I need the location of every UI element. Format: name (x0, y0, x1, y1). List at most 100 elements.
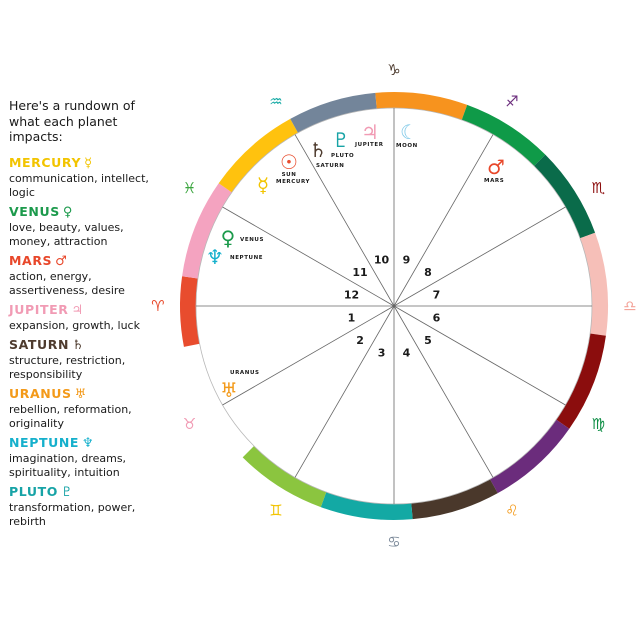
planet-name-text: VENUS (9, 203, 60, 219)
planet-name-text: SATURN (9, 336, 70, 352)
virgo-icon: ♍ (592, 415, 605, 433)
house-divider-line (294, 134, 395, 307)
legend-planet-mars: MARS ♂ action, energy, assertiveness, desi… (9, 253, 159, 298)
legend-planet-neptune: NEPTUNE ♆ imagination, dreams, spiritualit… (9, 435, 159, 480)
legend-planet-jupiter: JUPITER ♃ expansion, growth, luck (9, 302, 159, 333)
planet-placements: ☉SUN☿ MERCURY♄SATURN♇PLUTO♃JUPITER☾MOON♂M… (206, 120, 505, 402)
planet-name: VENUS ♀ (9, 204, 159, 221)
sagittarius-icon: ♐ (505, 93, 518, 111)
taurus-icon: ♉ (183, 415, 196, 433)
planet-name: JUPITER ♃ (9, 302, 159, 319)
legend-intro: Here's a rundown of what each planet imp… (9, 98, 135, 144)
pluto-glyph-icon: ♇ (60, 484, 74, 500)
placement-moon: ☾MOON (396, 120, 418, 149)
moon-icon: ☾ (400, 120, 418, 144)
ring-segment (218, 118, 299, 193)
planet-name: MERCURY ☿ (9, 155, 159, 172)
zodiac-signs: ♈ ♉ ♊ ♋ ♌ ♍ ♎ ♏ ♐ ♑ ♒ ♓ (151, 61, 636, 551)
planet-description: imagination, dreams, spirituality, intui… (9, 451, 127, 479)
leo-icon: ♌ (505, 501, 518, 519)
house-divider-line (393, 134, 494, 307)
jupiter-icon: ♃ (361, 120, 379, 144)
placement-neptune: ♆ NEPTUNE (206, 245, 263, 269)
house-number-7: 7 (433, 289, 441, 302)
ring-segment (242, 446, 327, 508)
ring-segment (580, 232, 608, 336)
planet-list: MERCURY ☿ communication, intellect, logic V… (9, 155, 159, 529)
placement-label: URANUS (230, 370, 260, 376)
libra-icon: ♎ (623, 297, 636, 315)
placement-label: SUN (282, 172, 297, 178)
house-number-8: 8 (424, 266, 432, 279)
mars-icon: ♂ (487, 155, 505, 179)
uranus-glyph-icon: ♅ (74, 386, 87, 402)
placement-label: MARS (484, 178, 504, 184)
neptune-icon: ♆ (206, 245, 224, 269)
planet-description: transformation, power, rebirth (9, 500, 136, 528)
house-number-9: 9 (403, 254, 411, 267)
planet-legend: Here's a rundown of what each planet imp… (9, 98, 159, 533)
planet-name: URANUS ♅ (9, 386, 159, 403)
placement-saturn: ♄SATURN (309, 138, 344, 169)
capricorn-icon: ♑ (387, 61, 400, 79)
planet-name: SATURN ♄ (9, 337, 159, 354)
placement-uranus: ♅ URANUS (220, 370, 260, 402)
venus-glyph-icon: ♀ (62, 204, 73, 220)
placement-mars: ♂MARS (484, 155, 505, 184)
placement-venus: ♀ VENUS (221, 226, 264, 250)
house-divider-line (294, 305, 395, 478)
ring-segment (411, 479, 498, 520)
saturn-glyph-icon: ♄ (72, 337, 85, 353)
zodiac-color-ring (180, 91, 608, 520)
legend-planet-mercury: MERCURY ☿ communication, intellect, logic (9, 155, 159, 200)
house-number-3: 3 (378, 346, 386, 359)
planet-description: communication, intellect, logic (9, 171, 149, 199)
ring-segment (182, 183, 232, 279)
planet-name: MARS ♂ (9, 253, 159, 270)
legend-planet-uranus: URANUS ♅ rebellion, reformation, originali… (9, 386, 159, 431)
legend-planet-venus: VENUS ♀ love, beauty, values, money, attra… (9, 204, 159, 249)
ring-segment (375, 91, 468, 120)
venus-icon: ♀ (221, 226, 236, 250)
planet-name-text: JUPITER (9, 301, 69, 317)
aries-icon: ♈ (151, 297, 164, 315)
placement-label: JUPITER (354, 142, 384, 148)
planet-description: love, beauty, values, money, attraction (9, 220, 124, 248)
placement-mercury: ☿ MERCURY (257, 173, 310, 197)
house-divider-line (393, 305, 566, 406)
house-divider-line (222, 305, 395, 406)
aquarius-icon: ♒ (269, 93, 282, 111)
pisces-icon: ♓ (183, 179, 196, 197)
sun-icon: ☉ (280, 150, 298, 174)
placement-label: SATURN (316, 163, 344, 169)
ring-segment (534, 154, 596, 239)
house-number-10: 10 (374, 254, 390, 267)
placement-pluto: ♇PLUTO (331, 128, 354, 159)
jupiter-glyph-icon: ♃ (71, 302, 84, 318)
house-number-2: 2 (356, 334, 364, 347)
planet-name-text: PLUTO (9, 483, 58, 499)
saturn-icon: ♄ (309, 138, 327, 162)
house-number-11: 11 (352, 266, 367, 279)
planet-name-text: NEPTUNE (9, 434, 80, 450)
house-divider-line (393, 206, 566, 307)
planet-name-text: MARS (9, 252, 53, 268)
cancer-icon: ♋ (387, 533, 400, 551)
house-number-6: 6 (433, 311, 441, 324)
ring-segment (320, 492, 413, 520)
house-number-12: 12 (344, 289, 359, 302)
ring-segment (461, 104, 546, 166)
placement-label: NEPTUNE (230, 255, 263, 261)
ring-segment (556, 333, 606, 429)
planet-name-text: MERCURY (9, 154, 82, 170)
planet-description: expansion, growth, luck (9, 318, 140, 332)
planet-name: NEPTUNE ♆ (9, 435, 159, 452)
scorpio-icon: ♏ (592, 179, 606, 197)
neptune-glyph-icon: ♆ (82, 435, 95, 451)
mercury-glyph-icon: ☿ (84, 155, 93, 171)
planet-description: action, energy, assertiveness, desire (9, 269, 125, 297)
uranus-icon: ♅ (220, 378, 238, 402)
house-dividers (196, 108, 592, 504)
